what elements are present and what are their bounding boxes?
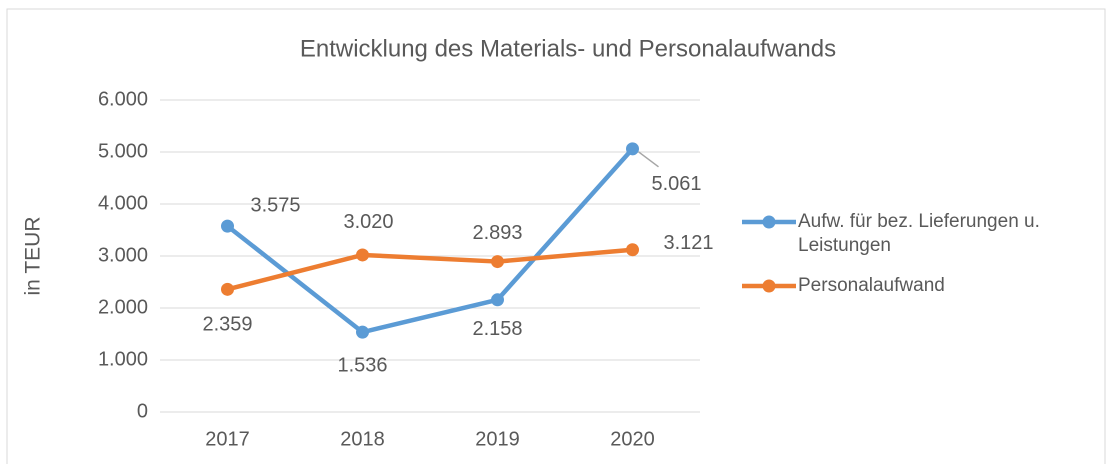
data-label: 1.536	[337, 354, 387, 376]
legend-marker	[762, 215, 776, 229]
y-tick-label: 5.000	[98, 140, 148, 162]
data-point	[356, 325, 369, 339]
data-label: 2.893	[472, 222, 522, 244]
data-point	[626, 142, 639, 156]
y-axis-label: in TEUR	[22, 217, 45, 296]
data-label: 3.575	[250, 194, 300, 216]
y-tick-label: 1.000	[98, 348, 148, 370]
data-point	[491, 293, 504, 307]
data-label: 5.061	[651, 173, 701, 195]
legend-label: Aufw. für bez. Lieferungen u. Leistungen	[798, 211, 1040, 256]
y-tick-label: 2.000	[98, 296, 148, 318]
data-label: 2.158	[472, 318, 522, 340]
y-tick-label: 6.000	[98, 88, 148, 110]
y-tick-label: 0	[137, 400, 148, 422]
data-point	[626, 243, 639, 257]
y-tick-label: 3.000	[98, 244, 148, 266]
data-point	[356, 248, 369, 262]
series-line	[226, 147, 635, 335]
data-point	[491, 255, 504, 269]
data-label: 3.020	[343, 211, 393, 233]
y-tick-label: 4.000	[98, 192, 148, 214]
data-point	[221, 219, 234, 233]
series-line	[226, 247, 633, 292]
data-label: 3.121	[663, 232, 713, 254]
x-tick-label: 2017	[205, 428, 250, 450]
x-tick-label: 2020	[610, 428, 655, 450]
leader-line	[638, 151, 659, 168]
data-label: 2.359	[202, 314, 252, 336]
data-point	[221, 282, 234, 296]
chart-title: Entwicklung des Materials- und Personala…	[300, 35, 836, 62]
chart-border	[6, 8, 1106, 464]
legend-marker	[762, 279, 776, 293]
x-tick-label: 2018	[340, 428, 385, 450]
legend-label: Personalaufwand	[798, 275, 945, 296]
x-tick-label: 2019	[475, 428, 520, 450]
